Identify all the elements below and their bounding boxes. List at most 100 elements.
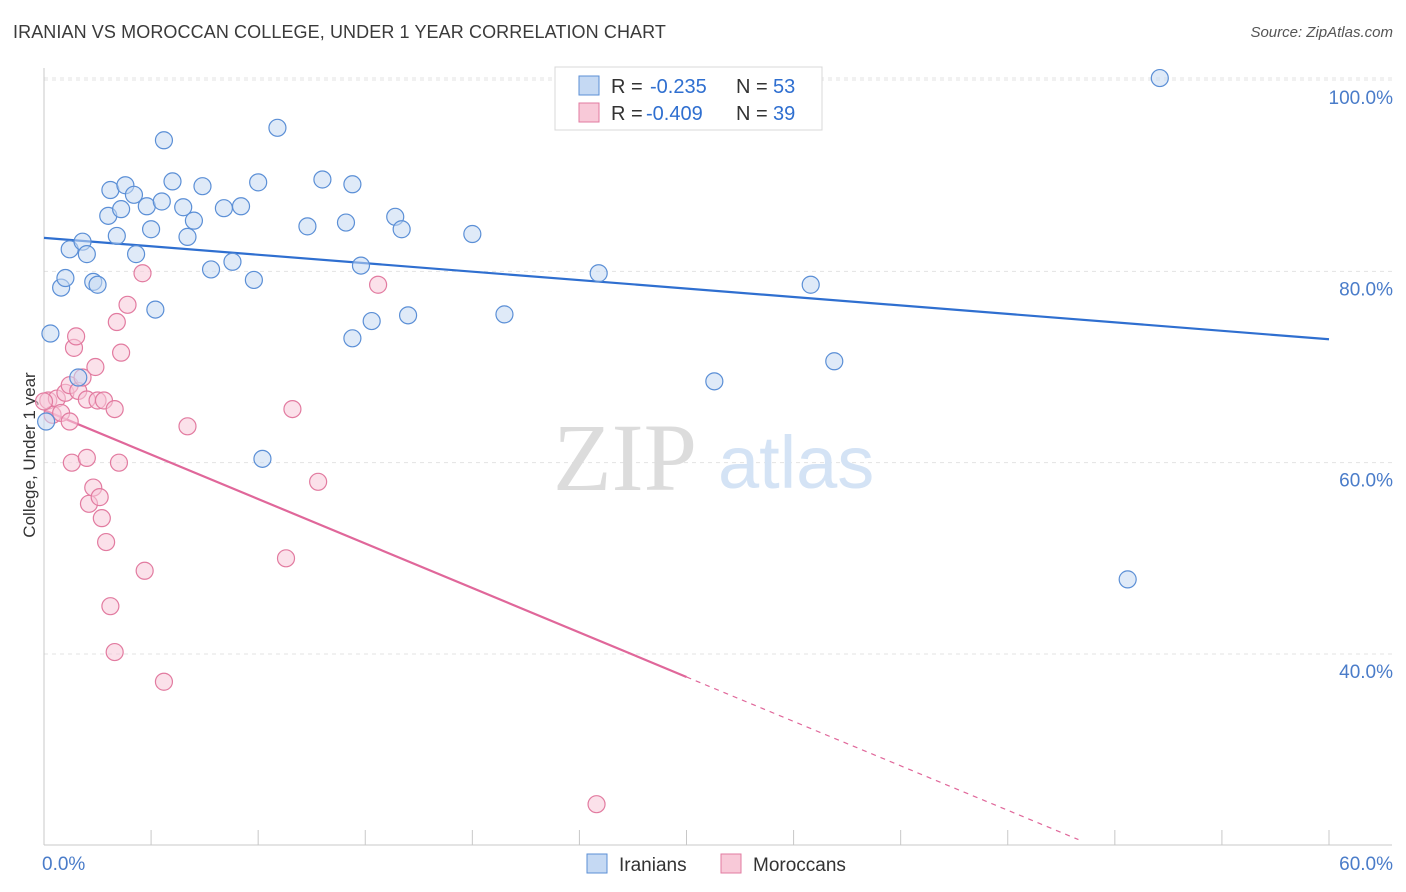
point-moroccans (178, 417, 197, 436)
point-iranians (111, 200, 131, 219)
bottom-legend-swatch-iranians (586, 853, 608, 874)
point-moroccans (101, 597, 120, 616)
y-tick-label: 100.0% (1329, 88, 1394, 109)
bottom-legend-swatch-moroccans (720, 853, 742, 874)
point-iranians (825, 352, 844, 371)
point-iranians (244, 270, 263, 290)
point-iranians (69, 368, 88, 387)
point-iranians (231, 197, 251, 216)
point-iranians (126, 245, 146, 264)
legend-n-value-2: 39 (773, 103, 795, 125)
point-iranians (336, 213, 356, 232)
legend-n-label-1: N = (736, 76, 768, 98)
point-iranians (801, 275, 820, 294)
legend-r-label-1: R = (611, 76, 643, 98)
point-iranians (214, 199, 233, 218)
bottom-legend-label-iranians: Iranians (619, 855, 687, 876)
y-tick-labels: 40.0% 60.0% 80.0% 100.0% (1329, 88, 1394, 683)
legend-n-value-1: 53 (773, 76, 795, 98)
point-iranians (705, 372, 724, 391)
point-iranians (589, 264, 608, 283)
point-iranians (392, 220, 411, 239)
point-iranians (154, 131, 174, 150)
point-iranians (137, 197, 156, 216)
point-moroccans (283, 399, 302, 419)
point-moroccans (62, 453, 81, 472)
point-iranians (253, 449, 272, 468)
point-moroccans (276, 549, 296, 568)
point-iranians (268, 118, 287, 137)
point-moroccans (107, 312, 126, 332)
trend-line-iranians (43, 236, 1330, 341)
point-moroccans (133, 264, 152, 283)
legend-box: R = -0.235 N = 53 R = -0.409 N = 39 (554, 66, 823, 131)
chart-title: IRANIAN VS MOROCCAN COLLEGE, UNDER 1 YEA… (13, 22, 667, 42)
point-moroccans (109, 453, 129, 472)
point-moroccans (105, 399, 124, 419)
iranians-points (37, 68, 1169, 589)
point-iranians (146, 300, 165, 319)
point-moroccans (97, 532, 116, 552)
bottom-legend: Iranians Moroccans (586, 853, 846, 876)
point-iranians (343, 175, 362, 194)
point-moroccans (60, 412, 79, 431)
point-iranians (1118, 570, 1137, 589)
watermark-zip: ZIP (553, 404, 697, 511)
point-moroccans (34, 392, 54, 411)
point-iranians (201, 260, 221, 279)
legend-swatch-iranians (578, 75, 600, 96)
legend-swatch-moroccans (578, 102, 600, 123)
point-moroccans (92, 509, 111, 528)
point-iranians (178, 227, 197, 246)
point-moroccans (77, 448, 96, 467)
point-moroccans (118, 295, 137, 314)
point-iranians (495, 305, 514, 324)
point-iranians (56, 268, 75, 288)
point-moroccans (369, 275, 388, 294)
point-moroccans (105, 642, 124, 662)
point-iranians (298, 217, 317, 236)
point-iranians (141, 220, 161, 239)
point-moroccans (67, 327, 86, 346)
bottom-legend-label-moroccans: Moroccans (753, 855, 846, 876)
legend-r-value-2: -0.409 (646, 103, 703, 125)
point-iranians (463, 224, 482, 244)
point-iranians (343, 329, 362, 348)
point-moroccans (135, 561, 154, 580)
point-iranians (124, 185, 144, 204)
point-moroccans (587, 795, 606, 814)
point-iranians (37, 412, 56, 431)
point-iranians (351, 256, 371, 275)
point-iranians (398, 306, 418, 325)
point-moroccans (111, 343, 131, 362)
point-iranians (101, 180, 120, 200)
point-iranians (163, 172, 182, 191)
point-moroccans (309, 472, 328, 491)
point-iranians (249, 173, 268, 192)
moroccans-points (34, 264, 606, 814)
point-iranians (88, 275, 107, 294)
legend-r-value-1: -0.235 (650, 76, 707, 98)
point-iranians (1150, 68, 1169, 88)
y-axis-label: College, Under 1 year (20, 372, 39, 538)
point-iranians (184, 211, 204, 230)
trend-line-moroccans-extension (686, 676, 1079, 841)
point-iranians (223, 252, 242, 271)
point-iranians (362, 311, 381, 331)
y-tick-label: 40.0% (1339, 662, 1393, 683)
x-tick-marks (43, 830, 1330, 845)
y-tick-label: 60.0% (1339, 471, 1393, 492)
x-tick-label-min: 0.0% (42, 854, 85, 875)
watermark: ZIP atlas (553, 404, 874, 511)
x-tick-label-max: 60.0% (1339, 854, 1393, 875)
legend-r-label-2: R = (611, 103, 643, 125)
point-iranians (174, 198, 193, 217)
y-tick-label: 80.0% (1339, 279, 1393, 300)
point-iranians (193, 177, 212, 196)
point-iranians (313, 170, 332, 189)
source-label: Source: ZipAtlas.com (1250, 24, 1393, 41)
point-moroccans (154, 672, 174, 691)
legend-n-label-2: N = (736, 103, 768, 125)
point-iranians (41, 324, 60, 343)
